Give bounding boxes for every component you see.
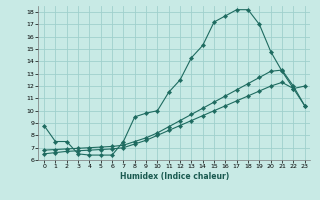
X-axis label: Humidex (Indice chaleur): Humidex (Indice chaleur) [120, 172, 229, 181]
